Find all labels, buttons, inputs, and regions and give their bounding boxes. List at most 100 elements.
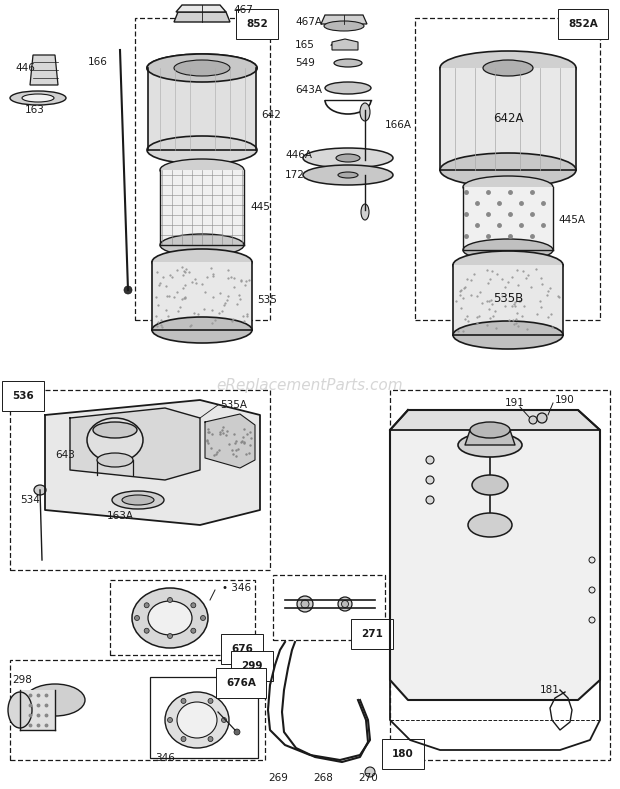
Ellipse shape: [468, 513, 512, 537]
Text: 536: 536: [12, 391, 33, 401]
Text: 535: 535: [257, 295, 277, 305]
Circle shape: [208, 698, 213, 704]
Ellipse shape: [324, 21, 364, 31]
Polygon shape: [152, 262, 252, 330]
Text: 549: 549: [295, 58, 315, 68]
Text: 166: 166: [88, 57, 108, 67]
Text: 190: 190: [555, 395, 575, 405]
Text: 165: 165: [295, 40, 315, 50]
Text: • 346: • 346: [222, 583, 251, 593]
Ellipse shape: [124, 286, 132, 294]
Circle shape: [234, 729, 240, 735]
Text: 172: 172: [285, 170, 305, 180]
Polygon shape: [45, 400, 260, 525]
Ellipse shape: [132, 588, 208, 648]
Circle shape: [589, 617, 595, 623]
Text: 467A: 467A: [295, 17, 322, 27]
Text: 446A: 446A: [285, 150, 312, 160]
Ellipse shape: [458, 433, 522, 457]
Polygon shape: [70, 408, 200, 480]
Text: 676A: 676A: [226, 678, 256, 688]
Ellipse shape: [334, 59, 362, 67]
Circle shape: [191, 628, 196, 634]
Circle shape: [589, 587, 595, 593]
Ellipse shape: [147, 54, 257, 82]
Text: 535A: 535A: [220, 400, 247, 410]
Circle shape: [529, 416, 537, 424]
Text: 643A: 643A: [295, 85, 322, 95]
Circle shape: [144, 603, 149, 608]
Ellipse shape: [463, 176, 553, 198]
Ellipse shape: [303, 165, 393, 185]
Text: 163A: 163A: [107, 511, 133, 521]
Ellipse shape: [10, 91, 66, 105]
Bar: [20, 690, 55, 730]
Text: 643: 643: [55, 450, 75, 460]
Text: 346: 346: [155, 753, 175, 763]
Circle shape: [167, 597, 172, 603]
Circle shape: [208, 737, 213, 742]
Ellipse shape: [165, 692, 229, 748]
Text: 180: 180: [392, 749, 414, 759]
Text: 268: 268: [313, 773, 333, 783]
Ellipse shape: [325, 82, 371, 94]
Circle shape: [301, 600, 309, 608]
Polygon shape: [440, 68, 576, 170]
Text: 191: 191: [505, 398, 525, 408]
Text: 270: 270: [358, 773, 378, 783]
Polygon shape: [321, 15, 367, 24]
Polygon shape: [390, 410, 600, 700]
Text: 446: 446: [15, 63, 35, 73]
Text: eReplacementParts.com: eReplacementParts.com: [216, 377, 404, 392]
Bar: [150, 677, 258, 758]
Polygon shape: [176, 5, 226, 12]
Circle shape: [338, 597, 352, 611]
Circle shape: [167, 634, 172, 638]
Circle shape: [365, 767, 375, 777]
Ellipse shape: [25, 684, 85, 716]
Text: 181: 181: [540, 685, 560, 695]
Circle shape: [589, 557, 595, 563]
Ellipse shape: [470, 422, 510, 438]
Polygon shape: [390, 410, 600, 430]
Circle shape: [200, 615, 205, 620]
Text: 298: 298: [12, 675, 32, 685]
Ellipse shape: [453, 321, 563, 349]
Ellipse shape: [122, 495, 154, 505]
Ellipse shape: [177, 702, 217, 738]
Ellipse shape: [22, 94, 54, 102]
Circle shape: [135, 615, 140, 620]
Ellipse shape: [453, 251, 563, 279]
Text: 535B: 535B: [493, 291, 523, 305]
Circle shape: [181, 737, 186, 742]
Text: 271: 271: [361, 629, 383, 639]
Text: 269: 269: [268, 773, 288, 783]
Circle shape: [191, 603, 196, 608]
Circle shape: [426, 496, 434, 504]
Ellipse shape: [34, 485, 46, 495]
Polygon shape: [465, 430, 515, 445]
Text: 642A: 642A: [493, 111, 523, 125]
Ellipse shape: [147, 54, 257, 82]
Text: 852A: 852A: [569, 19, 598, 29]
Ellipse shape: [147, 136, 257, 164]
Polygon shape: [174, 12, 230, 22]
Circle shape: [167, 717, 172, 723]
Ellipse shape: [93, 422, 137, 438]
Text: 676: 676: [231, 644, 253, 654]
Bar: [415, 18, 600, 320]
Text: 642: 642: [261, 110, 281, 120]
Ellipse shape: [360, 103, 370, 121]
Circle shape: [181, 698, 186, 704]
Circle shape: [297, 596, 313, 612]
Bar: [10, 660, 265, 760]
Text: 163: 163: [25, 105, 45, 115]
Polygon shape: [148, 68, 256, 150]
Bar: [390, 390, 610, 760]
Circle shape: [426, 456, 434, 464]
Ellipse shape: [440, 51, 576, 85]
Text: 534: 534: [20, 495, 40, 505]
Bar: [10, 390, 270, 570]
Circle shape: [342, 600, 348, 608]
Text: 299: 299: [242, 661, 263, 671]
